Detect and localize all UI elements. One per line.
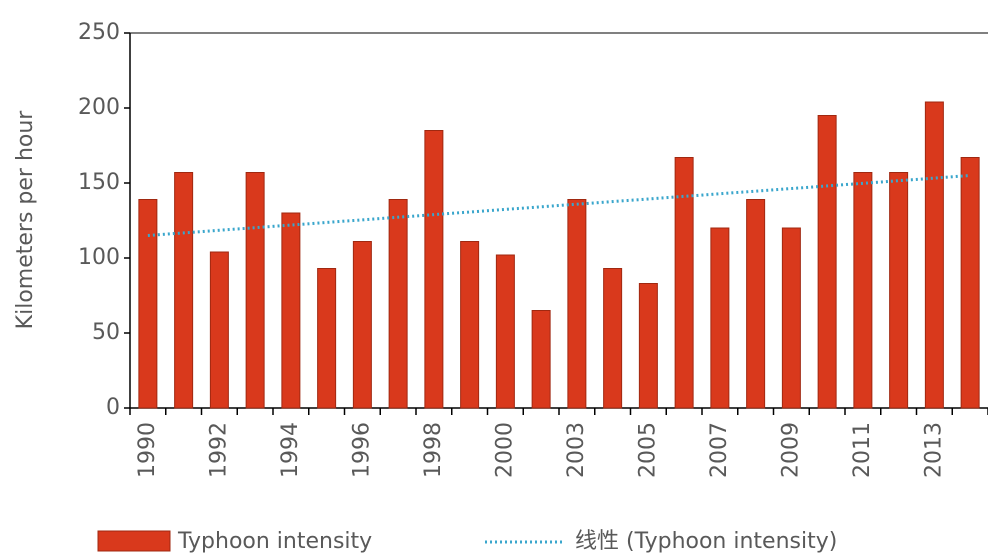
trendline: [147, 174, 971, 237]
x-tick-label: 2011: [850, 422, 875, 478]
bar: [710, 227, 730, 409]
x-tick-label: 2007: [707, 422, 732, 478]
bar: [138, 199, 158, 409]
legend-label: 线性 (Typhoon intensity): [575, 529, 837, 554]
legend-swatch: [97, 530, 171, 552]
x-tick-label: 1992: [206, 422, 231, 478]
x-tick-label: 2000: [492, 422, 517, 478]
y-tick-label: 100: [78, 245, 120, 270]
bar: [281, 212, 301, 409]
bar: [603, 268, 623, 409]
x-tick-label: 1996: [349, 422, 374, 478]
bar: [388, 199, 408, 409]
bar: [817, 115, 837, 409]
y-tick-label: 0: [106, 395, 120, 420]
y-tick-label: 150: [78, 170, 120, 195]
bar: [853, 172, 873, 409]
bar: [889, 172, 909, 409]
x-tick-label: 1990: [135, 422, 160, 478]
bar: [531, 310, 551, 409]
bar: [567, 199, 587, 409]
x-tick-label: 1994: [278, 422, 303, 478]
y-axis-label: Kilometers per hour: [13, 110, 38, 330]
bar: [424, 130, 444, 409]
bar: [924, 101, 944, 409]
x-tick-label: 2009: [778, 422, 803, 478]
bar: [495, 254, 515, 409]
bar: [317, 268, 337, 409]
bar: [174, 172, 194, 409]
x-tick-label: 2003: [564, 422, 589, 478]
y-tick-label: 200: [78, 95, 120, 120]
bar: [460, 241, 480, 409]
bar: [674, 157, 694, 409]
bar: [960, 157, 980, 409]
bar: [781, 227, 801, 409]
bar: [638, 283, 658, 409]
bar: [352, 241, 372, 409]
x-tick-label: 2005: [635, 422, 660, 478]
y-tick-label: 50: [92, 320, 120, 345]
bar: [746, 199, 766, 409]
legend-label: Typhoon intensity: [177, 529, 372, 554]
bar: [245, 172, 265, 409]
x-tick-label: 2013: [921, 422, 946, 478]
y-tick-label: 250: [78, 20, 120, 45]
bar: [209, 251, 229, 409]
x-tick-label: 1998: [421, 422, 446, 478]
